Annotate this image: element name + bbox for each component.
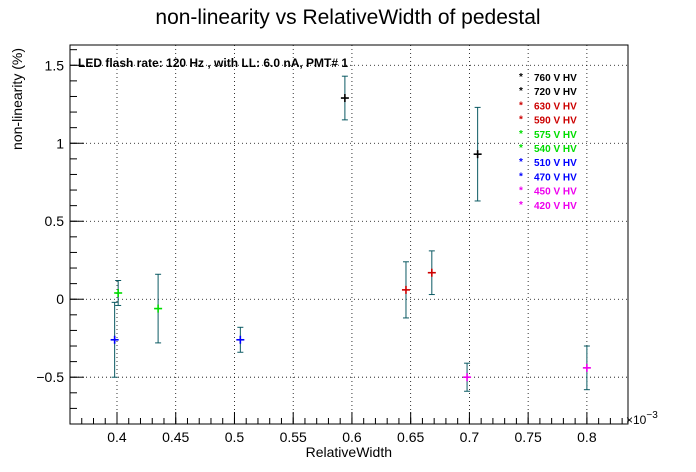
data-point-group <box>110 301 119 378</box>
data-point-group <box>401 261 410 319</box>
legend-item: * 575 V HV <box>519 129 577 141</box>
y-tick-label: 0.5 <box>45 213 65 229</box>
legend-label: 450 V HV <box>534 187 577 198</box>
x-multiplier-exponent: −3 <box>646 410 658 421</box>
data-point-group <box>473 106 482 202</box>
x-tick-label: 0.6 <box>342 429 362 445</box>
legend-label: 510 V HV <box>534 158 577 169</box>
data-point-group <box>427 250 436 296</box>
legend-label: 420 V HV <box>534 201 577 212</box>
chart-annotation: LED flash rate: 120 Hz , with LL: 6.0 nA… <box>78 56 348 70</box>
legend-marker: * <box>519 129 523 140</box>
legend-item: * 510 V HV <box>519 157 577 169</box>
legend-label: 760 V HV <box>534 73 577 84</box>
legend-item: * 630 V HV <box>519 100 577 112</box>
x-tick-label: 0.8 <box>577 429 597 445</box>
legend-item: * 470 V HV <box>519 171 577 183</box>
legend-marker: * <box>519 86 523 97</box>
y-axis-label: non-linearity (%) <box>9 48 25 150</box>
legend: * 760 V HV * 720 V HV * 630 V HV * 590 V HV * 575… <box>519 72 577 212</box>
legend-item: * 720 V HV <box>519 86 577 98</box>
data-point-group <box>154 273 163 344</box>
x-tick-label: 0.4 <box>107 429 127 445</box>
x-axis-multiplier: ×10−3 <box>626 410 658 427</box>
data-point-group <box>340 75 349 121</box>
x-tick-label: 0.5 <box>225 429 245 445</box>
x-tick-label: 0.65 <box>397 429 424 445</box>
legend-item: * 540 V HV <box>519 143 577 155</box>
legend-marker: * <box>519 115 523 126</box>
x-tick-label: 0.45 <box>162 429 189 445</box>
x-tick-label: 0.7 <box>460 429 480 445</box>
legend-marker: * <box>519 72 523 83</box>
x-tick-label: 0.55 <box>280 429 307 445</box>
plot-area: 0.4 0.45 0.5 0.55 0.6 0.65 0.7 0.75 0.8 −0.5 0 0.5 1… <box>36 44 629 445</box>
legend-marker: * <box>519 100 523 111</box>
x-axis-label: RelativeWidth <box>306 444 392 460</box>
legend-label: 720 V HV <box>534 87 577 98</box>
y-tick-label: 0 <box>56 291 64 307</box>
y-tick-label: 1.5 <box>45 57 65 73</box>
legend-item: * 760 V HV <box>519 72 577 84</box>
legend-item: * 420 V HV <box>519 200 577 212</box>
legend-marker: * <box>519 171 523 182</box>
legend-marker: * <box>519 186 523 197</box>
legend-marker: * <box>519 157 523 168</box>
y-tick-label: −0.5 <box>36 369 64 385</box>
plot-frame <box>69 44 629 425</box>
legend-label: 630 V HV <box>534 101 577 112</box>
y-tick-label: 1 <box>56 135 64 151</box>
data-point-group <box>582 345 591 391</box>
legend-label: 470 V HV <box>534 172 577 183</box>
legend-label: 540 V HV <box>534 144 577 155</box>
x-multiplier-base: ×10 <box>626 413 647 427</box>
legend-label: 590 V HV <box>534 116 577 127</box>
data-point-group <box>236 326 245 353</box>
legend-marker: * <box>519 143 523 154</box>
legend-marker: * <box>519 200 523 211</box>
legend-item: * 450 V HV <box>519 186 577 198</box>
x-tick-label: 0.75 <box>515 429 542 445</box>
chart-title: non-linearity vs RelativeWidth of pedest… <box>155 6 540 29</box>
legend-label: 575 V HV <box>534 130 577 141</box>
legend-item: * 590 V HV <box>519 115 577 127</box>
data-point-group <box>463 362 472 392</box>
data-point-group <box>114 280 123 306</box>
